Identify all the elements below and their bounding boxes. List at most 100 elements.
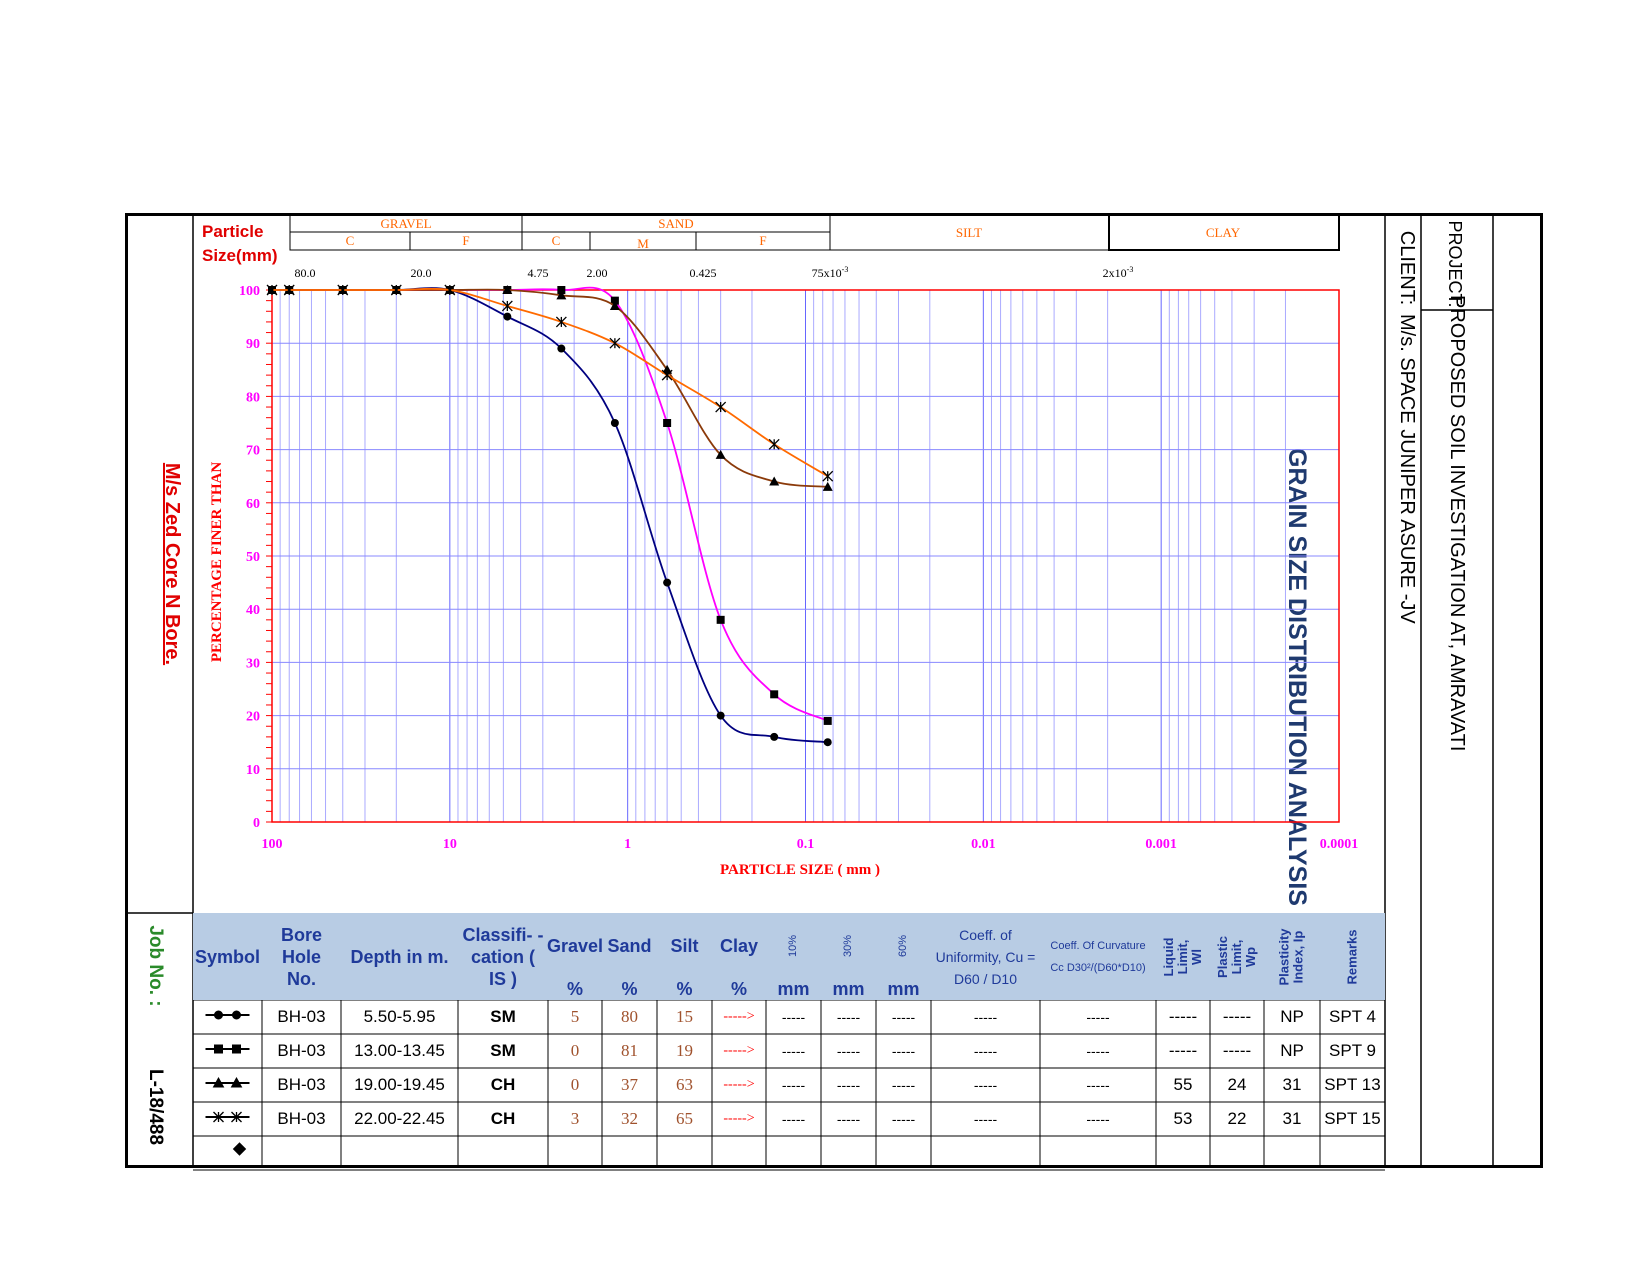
cell-d60: ----- (891, 1009, 916, 1025)
unit-gravel: % (548, 978, 602, 1000)
header-bore: Bore Hole No. (262, 913, 341, 1000)
series-line-2 (272, 286, 829, 722)
cell-cc: ----- (1086, 1009, 1110, 1025)
cell-bore: BH-03 (277, 1041, 326, 1060)
cell-d10: ----- (781, 1043, 806, 1059)
cell-cu: ----- (973, 1043, 998, 1059)
data-point-star (822, 470, 834, 482)
cell-bore: BH-03 (277, 1075, 326, 1094)
cell-cu: ----- (973, 1009, 998, 1025)
cell-silt: 15 (676, 1007, 693, 1026)
cell-d10: ----- (781, 1077, 806, 1093)
cell-pl: ----- (1222, 1007, 1252, 1026)
cell-depth: 19.00-19.45 (354, 1075, 445, 1094)
data-point-circle (716, 711, 725, 720)
y-tick-label: 10 (246, 763, 260, 778)
series-line-4 (272, 287, 829, 477)
data-point-star (390, 284, 402, 296)
data-point-triangle (769, 476, 780, 486)
unit-d30: mm (821, 978, 876, 1000)
data-point-star (337, 284, 349, 296)
data-point-triangle (609, 300, 620, 310)
y-tick-label: 90 (246, 337, 260, 352)
unit-sand: % (602, 978, 657, 1000)
y-tick-label: 40 (246, 603, 260, 618)
series-line-1 (272, 287, 828, 744)
cell-gravel: 5 (570, 1007, 580, 1026)
sand-fine-label: F (759, 233, 766, 248)
unit-d60: mm (876, 978, 931, 1000)
data-point-square (557, 286, 566, 294)
cell-d30: ----- (836, 1009, 861, 1025)
header-depth: Depth in m. (341, 913, 458, 1000)
cell-class: SM (490, 1007, 516, 1026)
cell-cc: ----- (1086, 1077, 1110, 1093)
data-point-circle (663, 578, 672, 587)
y-tick-label: 60 (246, 497, 260, 512)
data-point-triangle (556, 290, 567, 300)
particle-size-value: 4.75 (528, 266, 549, 280)
header-classification: Classifi- -cation ( IS ) (458, 913, 548, 1000)
data-point-star (768, 438, 780, 450)
y-tick-label: 30 (246, 656, 260, 671)
particle-size-value: 0.425 (690, 266, 717, 280)
cell-pl: 22 (1227, 1109, 1247, 1128)
x-tick-label: 0.0001 (1320, 837, 1359, 852)
cell-cc: ----- (1086, 1043, 1110, 1059)
header-d60: 60% (876, 913, 931, 978)
unit-clay: % (712, 978, 766, 1000)
data-point-star (283, 284, 295, 296)
data-point-star (555, 316, 567, 328)
cell-pi: NP (1280, 1041, 1304, 1060)
y-tick-label: 70 (246, 444, 260, 459)
header-cc: Coeff. Of Curvature Cc D30²/(D60*D10) (1040, 913, 1156, 1000)
cell-depth: 22.00-22.45 (354, 1109, 445, 1128)
cell-clay: -----> (723, 1043, 755, 1058)
data-point-circle (557, 344, 566, 353)
cell-silt: 63 (676, 1075, 693, 1094)
header-silt: Silt (657, 913, 712, 978)
legend-symbol-circle (205, 1010, 250, 1020)
legend-symbol-diamond (232, 1142, 247, 1156)
cell-pl: ----- (1222, 1041, 1252, 1060)
data-point-circle (503, 312, 512, 321)
data-point-circle (770, 732, 779, 741)
x-tick-label: 1 (624, 837, 631, 852)
cell-sand: 81 (621, 1041, 638, 1060)
cell-ll: 53 (1173, 1109, 1193, 1128)
data-point-triangle (502, 285, 513, 294)
particle-size-value: 75x10-3 (812, 265, 849, 280)
cell-cc: ----- (1086, 1111, 1110, 1127)
x-tick-label: 100 (262, 837, 283, 852)
header-pi: Plasticity Index, Ip (1264, 913, 1320, 1000)
data-point-square (610, 296, 619, 305)
cell-class: CH (490, 1109, 516, 1128)
cell-ll: ----- (1168, 1041, 1198, 1060)
cell-cu: ----- (973, 1077, 998, 1093)
data-point-square (663, 419, 672, 427)
x-tick-label: 0.001 (1145, 837, 1177, 852)
header-d30: 30% (821, 913, 876, 978)
header-clay: Clay (712, 913, 766, 978)
data-point-circle (823, 738, 832, 747)
y-tick-label: 80 (246, 390, 260, 405)
header-remarks: Remarks (1320, 913, 1385, 1000)
cell-d30: ----- (836, 1077, 861, 1093)
cell-d10: ----- (781, 1009, 806, 1025)
cell-d10: ----- (781, 1111, 806, 1127)
particle-size-value: 2x10-3 (1103, 265, 1134, 280)
cell-gravel: 3 (570, 1109, 580, 1128)
data-point-star (609, 337, 621, 349)
legend-symbol-triangle (205, 1076, 250, 1088)
data-point-star (444, 284, 456, 296)
cell-depth: 5.50-5.95 (363, 1007, 436, 1026)
particle-size-value: 80.0 (295, 266, 316, 280)
header-sand: Sand (602, 913, 657, 978)
cell-pi: 31 (1282, 1109, 1302, 1128)
data-point-star (501, 300, 513, 312)
cell-d60: ----- (891, 1043, 916, 1059)
silt-label: SILT (956, 225, 982, 240)
header-cu: Coeff. of Uniformity, Cu = D60 / D10 (931, 913, 1040, 1000)
data-point-triangle (822, 481, 833, 491)
cell-clay: -----> (723, 1009, 755, 1024)
